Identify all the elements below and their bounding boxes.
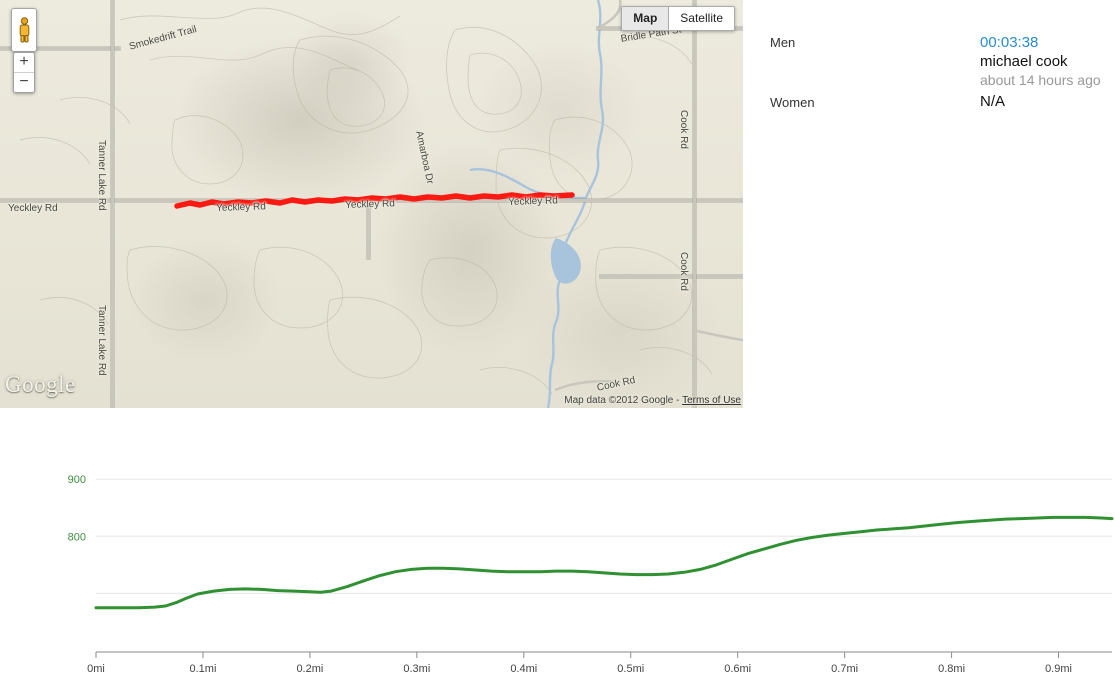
map-road-label: Tanner Lake Rd — [96, 305, 107, 376]
zoom-out-button[interactable]: − — [14, 73, 34, 92]
map-road-label: Yeckley Rd — [216, 201, 267, 214]
result-category-women: Women — [770, 95, 815, 110]
road-cook-rd — [693, 0, 696, 408]
map-attribution-text: Map data ©2012 Google - — [564, 395, 680, 406]
road-tanner-lake-rd — [111, 0, 114, 408]
chart-gridlines — [96, 478, 1112, 594]
elevation-profile-line — [94, 515, 1114, 610]
chart-y-tick-label: 900 — [68, 474, 86, 486]
road-horizontal-top — [0, 47, 120, 50]
chart-x-tick-label: 0.6mi — [724, 663, 751, 675]
chart-x-axis: 0mi 0.1mi 0.2mi 0.3mi 0.4mi 0.5mi 0.6mi 0.7mi 0.… — [87, 651, 1112, 675]
zoom-in-button[interactable]: + — [14, 53, 34, 73]
map-road-label: Yeckley Rd — [508, 195, 559, 208]
chart-x-tick-label: 0.7mi — [831, 663, 858, 675]
map-road-label: Cook Rd — [678, 252, 689, 291]
terms-of-use-link[interactable]: Terms of Use — [682, 395, 741, 406]
streetview-pegman-button[interactable] — [11, 8, 37, 52]
chart-x-tick-label: 0.2mi — [296, 663, 323, 675]
result-when-men: about 14 hours ago — [980, 72, 1101, 88]
pegman-icon — [19, 17, 29, 43]
chart-x-tick-label: 0.8mi — [938, 663, 965, 675]
chart-y-axis-ticks: 900 800 — [68, 474, 86, 543]
chart-x-tick-label: 0.3mi — [403, 663, 430, 675]
results-panel: Men 00:03:38 michael cook about 14 hours… — [743, 0, 1115, 408]
map-type-map-button[interactable]: Map — [622, 7, 670, 30]
road-horizontal-lower — [600, 275, 743, 278]
map-zoom-control[interactable]: + − — [13, 52, 35, 93]
map-contour-lines — [19, 7, 713, 395]
chart-x-tick-label: 0.5mi — [617, 663, 644, 675]
map-type-satellite-button[interactable]: Satellite — [669, 7, 734, 30]
map-panel[interactable]: Smokedrift Trail Yeckley Rd Yeckley Rd Yeck… — [0, 0, 743, 408]
result-name-men: michael cook — [980, 53, 1068, 70]
chart-x-tick-label: 0.9mi — [1045, 663, 1072, 675]
map-terrain-background — [0, 0, 743, 408]
chart-x-tick-label: 0.1mi — [189, 663, 216, 675]
chart-x-tick-label: 0.4mi — [510, 663, 537, 675]
map-type-control[interactable]: Map Satellite — [621, 6, 735, 31]
chart-x-tick-label: 0mi — [87, 663, 105, 675]
result-time-men[interactable]: 00:03:38 — [980, 34, 1039, 51]
map-road-label: Yeckley Rd — [345, 198, 396, 211]
map-minor-roads — [554, 0, 743, 392]
map-road-label: Yeckley Rd — [8, 203, 58, 214]
road-vertical-mid — [367, 199, 370, 259]
result-category-men: Men — [770, 35, 796, 50]
map-attribution: Map data ©2012 Google - Terms of Use — [564, 395, 741, 406]
route-polyline — [174, 192, 575, 209]
chart-y-tick-label: 800 — [68, 531, 86, 543]
elevation-chart-panel: 900 800 0mi 0.1mi 0.2mi 0.3mi 0.4mi 0.5mi 0.6mi… — [0, 422, 1115, 680]
map-road-label: Tanner Lake Rd — [96, 140, 107, 211]
map-road-label: Cook Rd — [678, 110, 689, 149]
elevation-chart-svg: 900 800 0mi 0.1mi 0.2mi 0.3mi 0.4mi 0.5mi 0.6mi… — [68, 474, 1114, 675]
result-time-women: N/A — [980, 93, 1006, 110]
